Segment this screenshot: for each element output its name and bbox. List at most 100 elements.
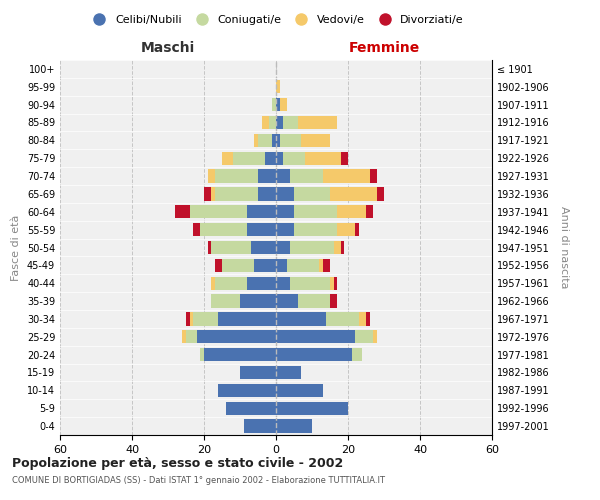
Bar	[334, 276, 337, 290]
Bar	[276, 152, 283, 165]
Bar	[290, 241, 334, 254]
Bar	[276, 384, 323, 397]
Bar	[287, 258, 319, 272]
Bar	[341, 241, 344, 254]
Bar	[373, 330, 377, 344]
Bar	[323, 258, 330, 272]
Bar	[276, 187, 294, 200]
Text: Maschi: Maschi	[141, 40, 195, 54]
Bar	[204, 187, 211, 200]
Bar	[276, 402, 348, 415]
Bar	[208, 170, 215, 183]
Bar	[265, 152, 276, 165]
Bar	[175, 205, 190, 218]
Bar	[262, 116, 269, 129]
Bar	[280, 98, 287, 112]
Bar	[226, 402, 276, 415]
Bar	[330, 187, 377, 200]
Bar	[200, 223, 247, 236]
Bar	[254, 258, 276, 272]
Bar	[215, 258, 222, 272]
Bar	[211, 187, 215, 200]
Bar	[197, 330, 276, 344]
Bar	[258, 134, 272, 147]
Y-axis label: Anni di nascita: Anni di nascita	[559, 206, 569, 289]
Bar	[215, 187, 258, 200]
Bar	[240, 294, 276, 308]
Bar	[294, 205, 337, 218]
Bar	[190, 205, 247, 218]
Bar	[276, 312, 326, 326]
Bar	[276, 80, 280, 94]
Bar	[283, 152, 305, 165]
Bar	[283, 116, 298, 129]
Bar	[366, 312, 370, 326]
Bar	[276, 420, 312, 433]
Bar	[276, 134, 280, 147]
Bar	[337, 205, 366, 218]
Bar	[222, 258, 254, 272]
Bar	[211, 241, 251, 254]
Bar	[355, 223, 359, 236]
Bar	[330, 294, 337, 308]
Bar	[276, 116, 283, 129]
Bar	[319, 258, 323, 272]
Bar	[182, 330, 186, 344]
Bar	[276, 241, 290, 254]
Legend: Celibi/Nubili, Coniugati/e, Vedovi/e, Divorziati/e: Celibi/Nubili, Coniugati/e, Vedovi/e, Di…	[84, 10, 468, 29]
Bar	[341, 152, 348, 165]
Bar	[294, 187, 330, 200]
Text: Femmine: Femmine	[349, 40, 419, 54]
Y-axis label: Fasce di età: Fasce di età	[11, 214, 21, 280]
Bar	[272, 98, 276, 112]
Bar	[276, 223, 294, 236]
Bar	[186, 330, 197, 344]
Bar	[280, 134, 301, 147]
Bar	[258, 187, 276, 200]
Bar	[301, 134, 330, 147]
Bar	[290, 276, 330, 290]
Bar	[294, 223, 337, 236]
Bar	[298, 294, 330, 308]
Bar	[276, 330, 355, 344]
Bar	[276, 258, 287, 272]
Bar	[222, 152, 233, 165]
Bar	[233, 152, 265, 165]
Bar	[193, 312, 218, 326]
Bar	[193, 223, 200, 236]
Bar	[211, 294, 240, 308]
Bar	[330, 276, 334, 290]
Bar	[326, 312, 359, 326]
Bar	[251, 241, 276, 254]
Bar	[247, 223, 276, 236]
Bar	[366, 205, 373, 218]
Bar	[276, 276, 290, 290]
Bar	[298, 116, 337, 129]
Bar	[276, 348, 352, 362]
Bar	[352, 348, 362, 362]
Bar	[244, 420, 276, 433]
Bar	[215, 276, 247, 290]
Bar	[218, 384, 276, 397]
Bar	[276, 98, 280, 112]
Bar	[323, 170, 370, 183]
Bar	[355, 330, 373, 344]
Bar	[269, 116, 276, 129]
Bar	[204, 348, 276, 362]
Bar	[359, 312, 366, 326]
Bar	[186, 312, 190, 326]
Bar	[254, 134, 258, 147]
Bar	[276, 170, 290, 183]
Bar	[276, 366, 301, 379]
Bar	[276, 294, 298, 308]
Bar	[377, 187, 384, 200]
Text: COMUNE DI BORTIGIADAS (SS) - Dati ISTAT 1° gennaio 2002 - Elaborazione TUTTITALI: COMUNE DI BORTIGIADAS (SS) - Dati ISTAT …	[12, 476, 385, 485]
Bar	[258, 170, 276, 183]
Bar	[218, 312, 276, 326]
Bar	[247, 205, 276, 218]
Bar	[211, 276, 215, 290]
Text: Popolazione per età, sesso e stato civile - 2002: Popolazione per età, sesso e stato civil…	[12, 458, 343, 470]
Bar	[334, 241, 341, 254]
Bar	[190, 312, 193, 326]
Bar	[337, 223, 355, 236]
